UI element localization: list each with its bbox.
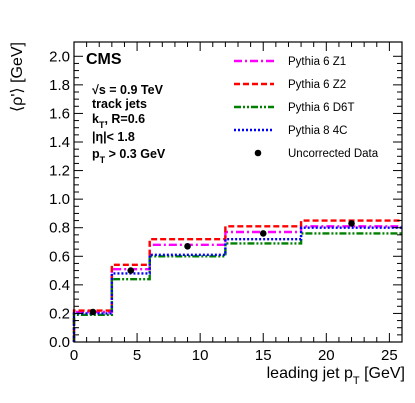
series-line — [72, 219, 402, 342]
x-axis-label: leading jet pT [GeV] — [267, 365, 405, 387]
annotation-line: √s = 0.9 TeV — [92, 83, 164, 97]
x-tick-label: 15 — [255, 347, 272, 364]
annotation-line: track jets — [92, 97, 147, 111]
annotation-line: |η|< 1.8 — [92, 130, 135, 144]
legend-label: Pythia 6 Z1 — [288, 56, 346, 68]
data-point — [89, 308, 97, 316]
y-tick-label: 0.6 — [49, 248, 70, 265]
y-axis-label: ⟨ρ'⟩ [GeV] — [9, 42, 26, 112]
y-axis: 0.0 0.2 0.4 0.6 0.8 1.0 1.2 1.4 1.6 1.8 2.0 — [49, 48, 402, 351]
data-point — [127, 267, 135, 274]
legend-label: Pythia 6 Z2 — [288, 79, 346, 91]
experiment-label: CMS — [86, 51, 122, 68]
y-tick-label: 0.0 — [49, 334, 70, 351]
legend-label: Uncorrected Data — [288, 148, 379, 160]
x-tick-label: 5 — [133, 347, 141, 364]
y-tick-label: 0.8 — [49, 220, 70, 237]
y-tick-label: 1.4 — [49, 134, 70, 151]
legend-label: Pythia 8 4C — [288, 125, 347, 137]
data-point — [259, 230, 267, 237]
series-layer — [72, 219, 402, 342]
data-points-layer — [89, 220, 355, 316]
data-point — [184, 242, 191, 250]
x-tick-label: 10 — [192, 347, 209, 364]
legend: Pythia 6 Z1 Pythia 6 Z2 Pythia 6 D6T Pythia… — [234, 56, 379, 160]
x-tick-label: 0 — [70, 347, 78, 364]
legend-swatch — [254, 149, 262, 157]
legend-label: Pythia 6 D6T — [288, 102, 354, 114]
y-tick-label: 0.2 — [49, 305, 70, 322]
y-tick-label: 2.0 — [49, 48, 70, 65]
x-tick-label: 25 — [381, 347, 398, 364]
y-tick-label: 0.4 — [49, 277, 70, 294]
y-tick-label: 1.8 — [49, 77, 70, 94]
x-axis: 0 5 10 15 20 25 — [70, 42, 403, 364]
series-line — [72, 226, 402, 342]
y-tick-label: 1.2 — [49, 163, 70, 180]
series-line — [72, 225, 402, 342]
series-line — [72, 232, 402, 342]
data-point — [348, 220, 355, 227]
x-tick-label: 20 — [318, 347, 335, 364]
y-tick-label: 1.0 — [49, 191, 70, 208]
y-tick-label: 1.6 — [49, 105, 70, 122]
annotation-line: kT, R=0.6 — [92, 112, 145, 130]
annotation-line: pT > 0.3 GeV — [92, 147, 166, 165]
